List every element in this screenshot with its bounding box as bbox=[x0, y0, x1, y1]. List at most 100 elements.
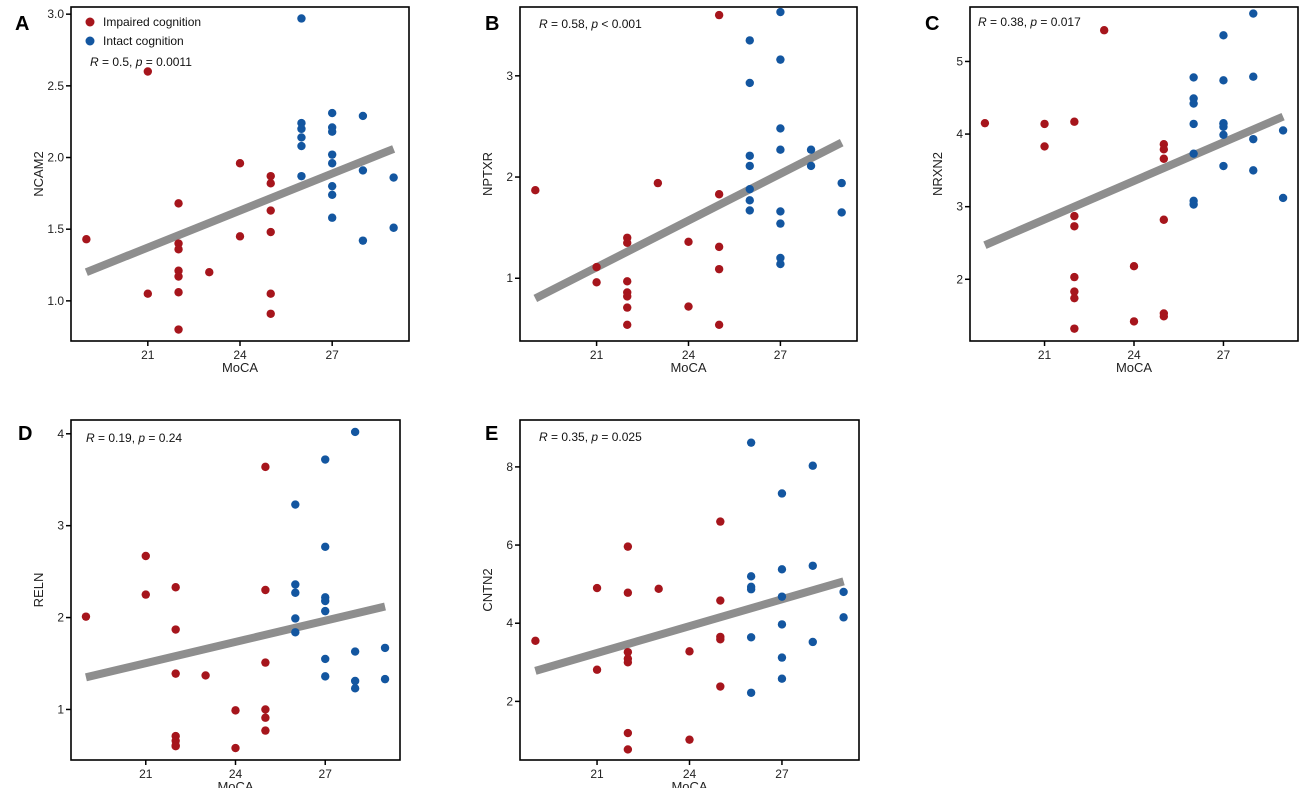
legend-label: Intact cognition bbox=[103, 34, 184, 48]
intact-point bbox=[776, 55, 785, 64]
y-tick-label: 8 bbox=[506, 460, 513, 474]
impaired-point bbox=[141, 590, 150, 599]
x-tick-label: 24 bbox=[683, 767, 697, 781]
impaired-point bbox=[623, 588, 633, 597]
y-tick-label: 5 bbox=[956, 54, 963, 68]
panel-label: D bbox=[18, 423, 32, 445]
impaired-point bbox=[653, 178, 663, 188]
impaired-point bbox=[235, 159, 245, 168]
y-axis-label: RELN bbox=[31, 573, 46, 608]
y-tick-label: 1 bbox=[57, 702, 64, 716]
intact-point bbox=[837, 178, 846, 188]
y-axis-label: NPTXR bbox=[480, 152, 495, 196]
x-tick-label: 21 bbox=[590, 348, 604, 362]
intact-point bbox=[746, 633, 756, 642]
impaired-point bbox=[1070, 211, 1079, 221]
intact-point bbox=[297, 171, 306, 181]
impaired-point bbox=[685, 735, 694, 744]
impaired-point bbox=[1070, 293, 1079, 303]
impaired-point bbox=[714, 320, 724, 330]
impaired-point bbox=[201, 671, 210, 680]
intact-point bbox=[327, 150, 337, 159]
intact-point bbox=[777, 489, 787, 498]
intact-point bbox=[808, 637, 817, 647]
intact-point bbox=[1249, 72, 1258, 81]
impaired-point bbox=[171, 625, 180, 634]
panel-a: A 21 24 27 1.0 1.5 2.0 2.5 3.0 MoCA NCAM2 R = 0.5, … bbox=[15, 6, 410, 375]
impaired-point bbox=[231, 743, 240, 753]
impaired-point bbox=[714, 190, 724, 199]
intact-point bbox=[776, 219, 785, 228]
y-tick-label: 2 bbox=[57, 611, 64, 625]
intact-point bbox=[297, 124, 306, 134]
intact-point bbox=[1249, 166, 1258, 175]
x-tick-label: 21 bbox=[141, 348, 155, 362]
impaired-point bbox=[261, 726, 270, 735]
x-axis-label: MoCA bbox=[1116, 360, 1152, 375]
impaired-point bbox=[1070, 324, 1079, 333]
y-tick-label: 4 bbox=[57, 427, 64, 441]
intact-point bbox=[776, 124, 785, 133]
impaired-point bbox=[143, 289, 153, 298]
intact-point bbox=[777, 674, 787, 683]
x-tick-label: 27 bbox=[1217, 348, 1231, 362]
y-tick-label: 6 bbox=[506, 538, 513, 552]
impaired-point bbox=[141, 551, 150, 561]
intact-point bbox=[389, 223, 398, 232]
impaired-point bbox=[205, 267, 214, 277]
regression-line bbox=[983, 112, 1285, 249]
impaired-point bbox=[261, 462, 270, 472]
intact-point bbox=[745, 161, 754, 171]
y-tick-label: 1 bbox=[506, 271, 513, 285]
intact-point bbox=[350, 647, 360, 656]
impaired-point bbox=[231, 706, 240, 715]
intact-point bbox=[389, 173, 398, 182]
intact-point bbox=[1219, 118, 1228, 128]
panel-label: E bbox=[485, 423, 498, 445]
intact-point bbox=[745, 206, 754, 215]
y-tick-label: 2 bbox=[506, 694, 513, 708]
intact-point bbox=[350, 427, 360, 437]
intact-point bbox=[350, 676, 360, 686]
impaired-point bbox=[1070, 287, 1079, 296]
impaired-point bbox=[143, 67, 153, 76]
impaired-point bbox=[1040, 119, 1049, 129]
x-tick-label: 27 bbox=[326, 348, 340, 362]
impaired-point bbox=[623, 320, 632, 330]
stats-annotation: R = 0.19, p = 0.24 bbox=[86, 431, 182, 445]
y-tick-label: 2.5 bbox=[47, 79, 64, 93]
impaired-point bbox=[266, 227, 275, 237]
legend-marker bbox=[85, 36, 95, 46]
intact-point bbox=[1249, 134, 1258, 144]
intact-point bbox=[745, 151, 754, 160]
impaired-point bbox=[1070, 222, 1079, 231]
impaired-point bbox=[266, 289, 275, 298]
intact-point bbox=[380, 643, 390, 653]
impaired-point bbox=[261, 658, 270, 667]
impaired-point bbox=[1070, 117, 1079, 126]
intact-point bbox=[777, 620, 787, 629]
intact-point bbox=[1278, 193, 1288, 203]
intact-point bbox=[1219, 31, 1228, 40]
y-tick-label: 1.0 bbox=[47, 294, 64, 308]
intact-point bbox=[321, 542, 330, 552]
intact-point bbox=[777, 592, 787, 601]
impaired-point bbox=[171, 583, 180, 592]
impaired-point bbox=[980, 118, 990, 128]
impaired-point bbox=[623, 303, 632, 312]
intact-point bbox=[776, 259, 785, 269]
intact-point bbox=[745, 36, 754, 45]
impaired-point bbox=[1159, 154, 1169, 163]
intact-point bbox=[777, 653, 787, 662]
intact-point bbox=[1189, 73, 1198, 82]
intact-point bbox=[839, 613, 848, 622]
impaired-point bbox=[266, 179, 275, 188]
y-tick-label: 3 bbox=[57, 519, 64, 533]
intact-point bbox=[746, 572, 756, 581]
intact-point bbox=[776, 253, 785, 263]
intact-point bbox=[291, 500, 300, 509]
x-tick-label: 21 bbox=[139, 767, 153, 781]
intact-point bbox=[321, 672, 330, 681]
intact-point bbox=[327, 181, 337, 191]
x-axis-label: MoCA bbox=[671, 779, 707, 788]
